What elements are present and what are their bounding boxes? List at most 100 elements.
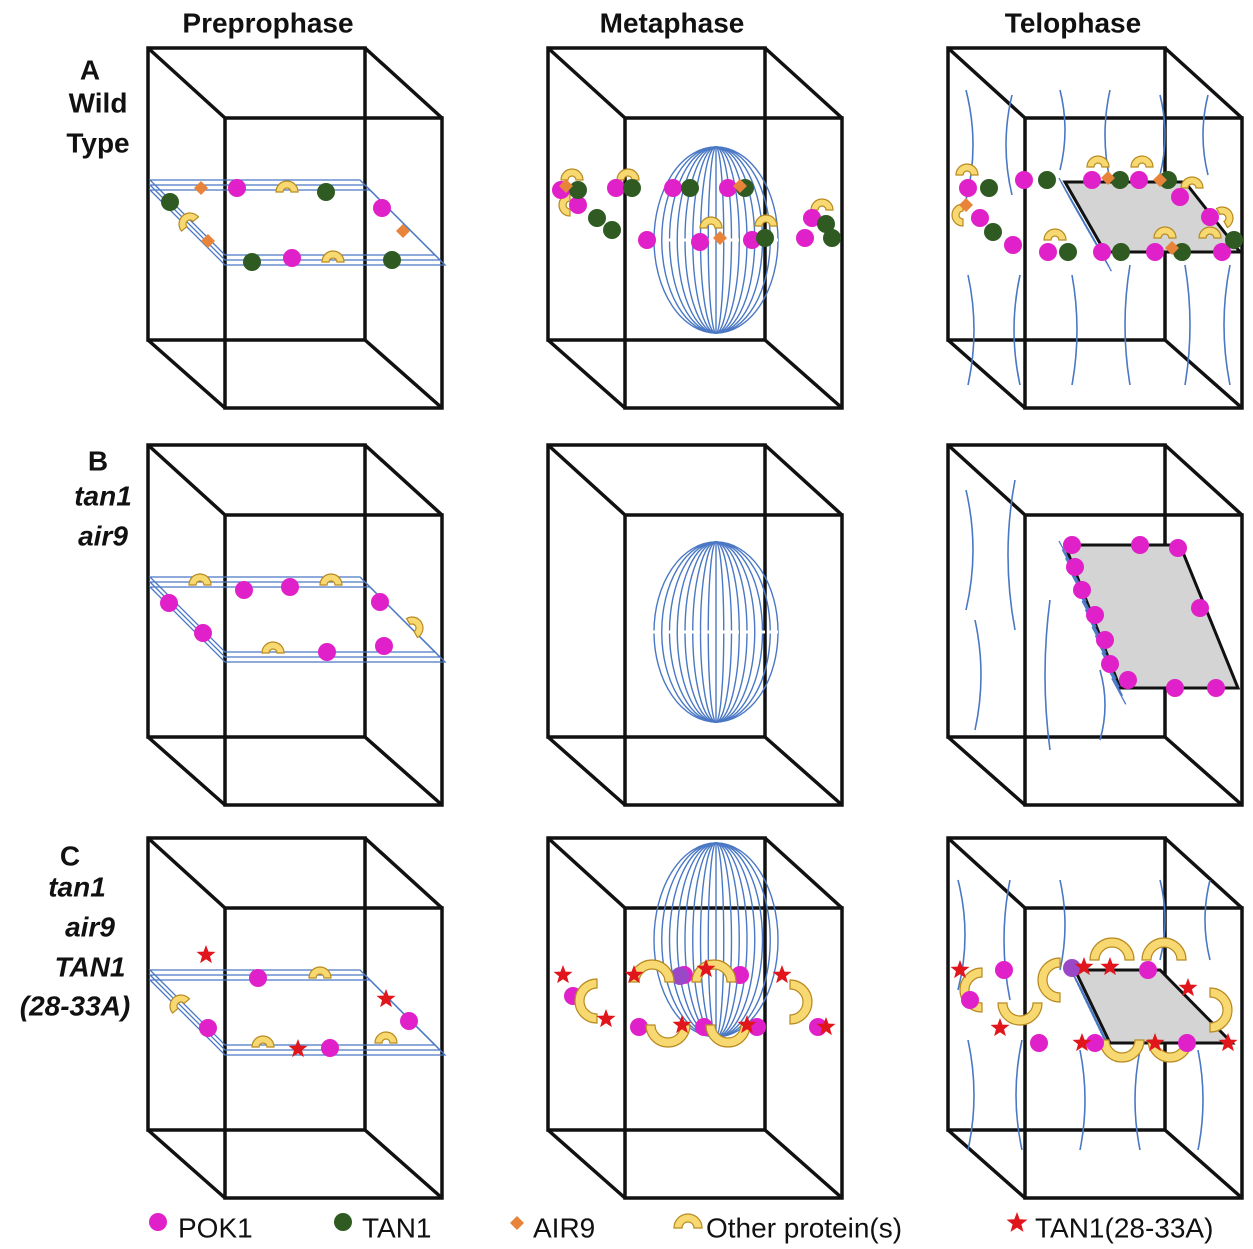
cell-edge (948, 838, 1025, 908)
row-label: tan1 (48, 871, 106, 902)
protein-dot (1178, 1034, 1196, 1052)
protein-dot (1169, 539, 1187, 557)
row-letter: B (88, 445, 108, 476)
protein-dot (161, 193, 179, 211)
cell-edge (1165, 1130, 1242, 1198)
row-label: air9 (65, 911, 115, 942)
protein-dot (681, 179, 699, 197)
cell-back (148, 445, 365, 737)
protein-dot (1171, 188, 1189, 206)
microtubule (1006, 95, 1012, 195)
microtubule (1080, 1050, 1085, 1150)
protein-dot (984, 223, 1002, 241)
microtubule (1072, 275, 1077, 385)
legend-label: TAN1(28-33A) (1035, 1212, 1213, 1243)
legend-label: TAN1 (362, 1212, 432, 1243)
microtubule (1100, 670, 1105, 740)
other-protein (1044, 229, 1066, 240)
microtubule (1135, 1050, 1140, 1150)
protein-dot (664, 179, 682, 197)
protein-dot (318, 643, 336, 661)
protein-dot (1201, 208, 1219, 226)
protein-dot (281, 578, 299, 596)
other-protein (175, 209, 199, 232)
protein-dot (1101, 655, 1119, 673)
protein-dot (796, 229, 814, 247)
protein-dot (603, 221, 621, 239)
microtubule (1185, 265, 1190, 385)
microtubule (968, 275, 974, 385)
other-protein (309, 967, 331, 978)
protein-dot (249, 969, 267, 987)
row-label: Wild (69, 87, 128, 118)
cell-edge (948, 445, 1025, 515)
other-protein (674, 1214, 702, 1228)
air9-diamond (713, 231, 727, 245)
cell-edge (548, 737, 625, 805)
protein-dot (334, 1213, 352, 1231)
cell-edge (1165, 445, 1242, 515)
protein-dot (691, 233, 709, 251)
cell-edge (148, 445, 225, 515)
ppb-microtubules (150, 587, 445, 662)
protein-dot (383, 251, 401, 269)
microtubule (1198, 1050, 1203, 1150)
other-protein (189, 574, 211, 585)
protein-dot (1130, 171, 1148, 189)
protein-dot (371, 593, 389, 611)
cell-edge (548, 48, 625, 118)
protein-dot (1063, 536, 1081, 554)
other-protein (617, 169, 639, 180)
other-protein (811, 199, 833, 210)
other-protein (956, 164, 978, 175)
row-label: tan1 (74, 480, 132, 511)
microtubule (968, 1040, 974, 1150)
protein-dot (149, 1213, 167, 1231)
protein-dot (1059, 243, 1077, 261)
protein-dot (1086, 1034, 1104, 1052)
microtubule (1014, 275, 1020, 385)
row-letter: A (80, 54, 100, 85)
protein-dot (630, 1018, 648, 1036)
air9-diamond (396, 224, 410, 238)
cell-edge (148, 48, 225, 118)
microtubule (1045, 600, 1050, 750)
cell-edge (365, 340, 442, 408)
cell-front (225, 515, 442, 805)
protein-dot (1139, 961, 1157, 979)
cell-edge (765, 48, 842, 118)
cell-edge (1165, 48, 1242, 118)
other-protein (320, 574, 342, 585)
protein-dot (194, 624, 212, 642)
protein-dot (1166, 679, 1184, 697)
protein-dot (373, 199, 391, 217)
protein-dot (588, 209, 606, 227)
cell-edge (365, 838, 442, 908)
protein-dot (235, 581, 253, 599)
cell-edge (548, 340, 625, 408)
row-label: (28-33A) (20, 990, 130, 1021)
row-letter: C (60, 840, 80, 871)
microtubule (1004, 880, 1010, 1000)
protein-dot (1096, 631, 1114, 649)
tan1-mutant-star (597, 1009, 616, 1027)
protein-dot (160, 594, 178, 612)
protein-dot (1112, 243, 1130, 261)
cell-edge (948, 737, 1025, 805)
cell-edge (548, 445, 625, 515)
protein-dot (959, 179, 977, 197)
protein-dot (1015, 171, 1033, 189)
microtubule (1060, 880, 1065, 970)
air9-diamond (194, 181, 208, 195)
protein-dot (1146, 243, 1164, 261)
protein-dot (980, 179, 998, 197)
protein-dot (321, 1039, 339, 1057)
protein-dot (961, 991, 979, 1009)
cell-edge (148, 340, 225, 408)
other-protein (375, 1032, 397, 1043)
protein-dot (1131, 536, 1149, 554)
other-protein (998, 1003, 1042, 1025)
microtubule (1224, 265, 1230, 385)
air9-diamond (510, 1216, 524, 1230)
cell-edge (548, 1130, 625, 1198)
